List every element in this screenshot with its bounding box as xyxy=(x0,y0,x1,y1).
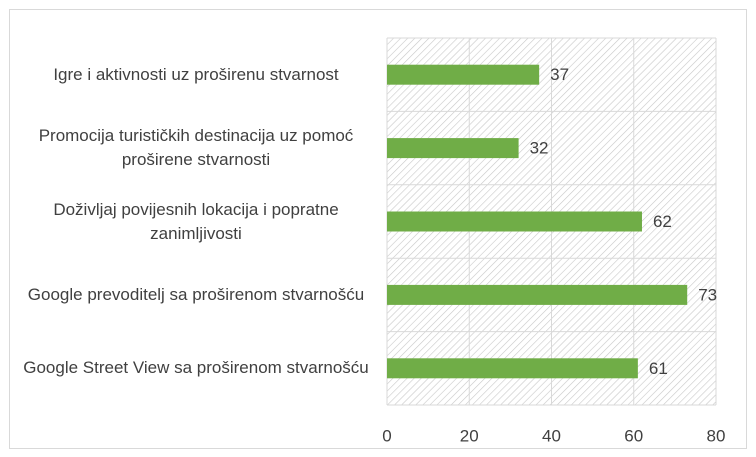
data-label: 62 xyxy=(653,212,672,231)
x-tick-label: 40 xyxy=(542,426,561,445)
x-tick-label: 0 xyxy=(382,426,391,445)
bar xyxy=(387,138,519,159)
y-tick-label: Doživljaj povijesnih lokacija i popratne… xyxy=(53,199,339,243)
x-tick-label: 20 xyxy=(460,426,479,445)
y-tick-label: Promocija turističkih destinacija uz pom… xyxy=(38,126,354,170)
y-tick-label: Igre i aktivnosti uz proširenu stvarnost xyxy=(53,64,339,84)
bar xyxy=(387,64,540,85)
y-tick-label: Google Street View sa proširenom stvarno… xyxy=(23,358,369,378)
x-tick-label: 60 xyxy=(624,426,643,445)
data-label: 32 xyxy=(530,139,549,158)
y-tick-label: Google prevoditelj sa proširenom stvarno… xyxy=(27,284,365,304)
data-label: 61 xyxy=(649,359,668,378)
x-tick-label: 80 xyxy=(707,426,726,445)
data-label: 37 xyxy=(550,65,569,84)
data-label: 73 xyxy=(698,285,717,304)
bar xyxy=(387,284,688,305)
bar xyxy=(387,211,642,232)
bar xyxy=(387,358,638,379)
